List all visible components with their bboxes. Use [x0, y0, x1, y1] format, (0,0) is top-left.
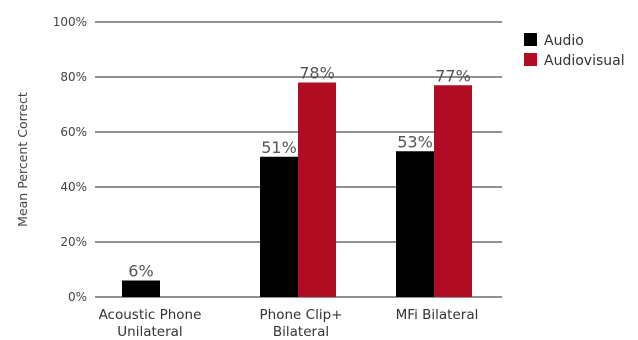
x-tick-label: Acoustic Phone — [99, 307, 202, 323]
data-label: 53% — [397, 132, 433, 151]
y-tick-label: 0% — [68, 290, 87, 304]
data-label: 78% — [299, 64, 335, 83]
bar-audiovisual — [298, 82, 336, 297]
legend-swatch-audio — [524, 33, 537, 46]
bars — [122, 82, 472, 297]
legend-swatch-audiovisual — [524, 53, 537, 66]
data-label: 51% — [261, 138, 297, 157]
legend: Audio Audiovisual — [524, 33, 625, 69]
x-tick-label: Phone Clip+ — [260, 307, 343, 323]
x-tick-label: Unilateral — [117, 324, 182, 340]
bar-audio — [122, 280, 160, 297]
y-tick-label: 40% — [60, 180, 87, 194]
y-tick-label: 20% — [60, 235, 87, 249]
x-tick-label: Bilateral — [273, 324, 329, 340]
labels: 0% 20% 40% 60% 80% 100% Mean Percent Correct 6%… — [15, 15, 478, 340]
y-axis-title: Mean Percent Correct — [15, 92, 30, 227]
bar-audio — [260, 156, 298, 297]
bar-audiovisual — [434, 85, 472, 297]
x-tick-label: MFi Bilateral — [396, 307, 479, 323]
y-tick-label: 60% — [60, 125, 87, 139]
data-label: 77% — [435, 66, 471, 85]
y-tick-label: 80% — [60, 70, 87, 84]
legend-label-audiovisual: Audiovisual — [544, 53, 625, 69]
bar-audio — [396, 151, 434, 297]
y-tick-label: 100% — [53, 15, 87, 29]
legend-label-audio: Audio — [544, 33, 584, 49]
data-label: 6% — [128, 262, 153, 281]
